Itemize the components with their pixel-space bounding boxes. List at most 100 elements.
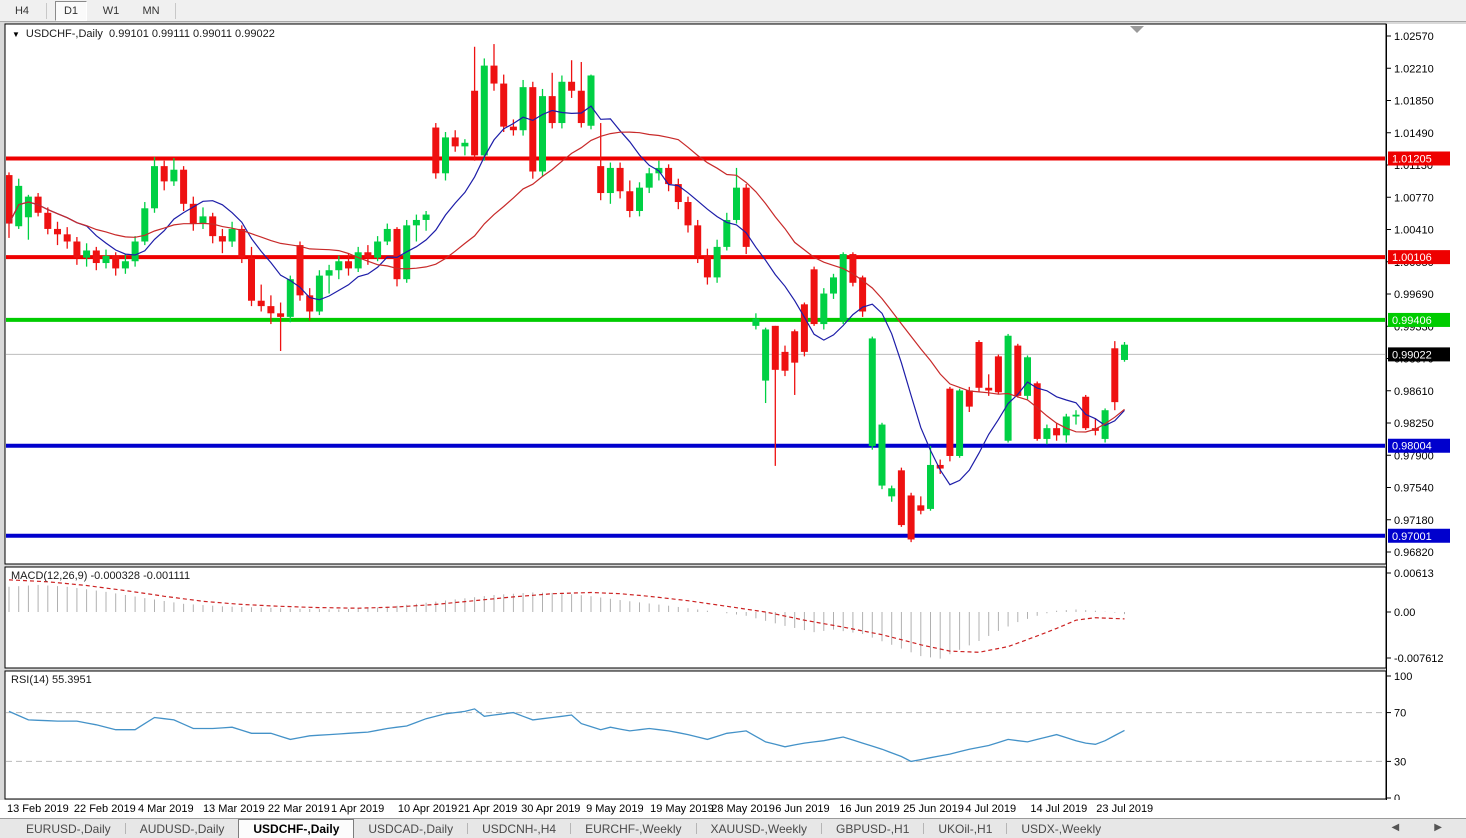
symbol-tab-usdchf-daily[interactable]: USDCHF-,Daily xyxy=(238,819,355,838)
rsi-tick-label: 0 xyxy=(1394,793,1400,805)
level-price-label-3: 0.98004 xyxy=(1392,441,1432,453)
macd-layer xyxy=(8,579,1125,659)
price-tick-label: 1.02570 xyxy=(1394,31,1434,43)
price-tick-label: 1.00410 xyxy=(1394,225,1434,237)
symbol-tab-eurusd-daily[interactable]: EURUSD-,Daily xyxy=(26,821,111,836)
candle-body xyxy=(1053,428,1061,436)
symbol-tab-usdcnh-h4[interactable]: USDCNH-,H4 xyxy=(482,821,557,836)
rsi-value: 55.3951 xyxy=(51,674,92,686)
rsi-panel[interactable] xyxy=(4,670,1387,800)
candle-body xyxy=(461,142,469,147)
candle-body xyxy=(994,356,1002,393)
candle-body xyxy=(374,241,382,258)
level-price-label-1: 1.00106 xyxy=(1392,252,1432,264)
date-axis-label: 21 Apr 2019 xyxy=(458,803,518,815)
candle-body xyxy=(1121,344,1128,360)
date-axis-label: 28 May 2019 xyxy=(711,803,775,815)
candle-body xyxy=(44,212,52,229)
chart-collapse-icon[interactable]: ▼ xyxy=(12,30,20,39)
candle-body xyxy=(626,191,634,211)
candle-body xyxy=(354,252,362,269)
candle-body xyxy=(684,202,692,226)
level-price-label-4: 0.97001 xyxy=(1392,531,1432,543)
tab-separator xyxy=(124,823,126,834)
candle-body xyxy=(1024,357,1031,396)
candle-body xyxy=(180,169,188,204)
candle-body xyxy=(762,329,770,381)
main-panel[interactable] xyxy=(4,23,1387,565)
candle-body xyxy=(587,75,595,126)
chart-title[interactable]: ▼ USDCHF-,Daily 0.99101 0.99111 0.99011 0… xyxy=(12,28,275,40)
tab-separator xyxy=(1006,823,1008,834)
timeframe-button-mn[interactable]: MN xyxy=(135,1,167,21)
candle-body xyxy=(24,196,32,218)
symbol-tab-xauusd-weekly[interactable]: XAUUSD-,Weekly xyxy=(710,821,808,836)
macd-values: -0.000328 -0.001111 xyxy=(90,570,191,582)
candle-body xyxy=(752,318,760,326)
candle-body xyxy=(286,279,294,317)
candle-body xyxy=(422,214,430,220)
candle-body xyxy=(509,126,517,131)
candle-body xyxy=(713,246,721,278)
candle-body xyxy=(703,255,711,278)
tab-scroll-arrows[interactable]: ◀ ▶ xyxy=(1391,822,1458,833)
date-axis-label: 19 May 2019 xyxy=(650,803,714,815)
candle-body xyxy=(927,464,934,509)
candle-body xyxy=(364,252,372,258)
symbol-tab-audusd-daily[interactable]: AUDUSD-,Daily xyxy=(139,821,225,836)
level-price-label-2: 0.99406 xyxy=(1392,315,1432,327)
timeframe-label: MN xyxy=(142,4,160,17)
symbol-tab-usdcad-daily[interactable]: USDCAD-,Daily xyxy=(368,821,454,836)
candle-body xyxy=(800,304,808,352)
symbol-tab-eurchf-weekly[interactable]: EURCHF-,Weekly xyxy=(585,821,682,836)
candle-body xyxy=(1072,414,1080,417)
date-axis[interactable]: 13 Feb 2019 22 Feb 2019 4 Mar 2019 13 Mar 2… xyxy=(0,800,1466,818)
tab-separator xyxy=(695,823,697,834)
candle-body xyxy=(500,83,508,127)
candle-body xyxy=(102,255,110,264)
tab-separator xyxy=(570,823,572,834)
candle-body xyxy=(1082,396,1090,429)
date-axis-label: 23 Jul 2019 xyxy=(1096,803,1154,815)
candle-body xyxy=(160,166,168,182)
candle-body xyxy=(723,219,731,247)
macd-name: MACD(12,26,9) xyxy=(11,570,88,582)
price-tick-label: 0.96820 xyxy=(1394,547,1434,559)
price-axis-background xyxy=(1387,24,1466,800)
symbol-tab-ukoil-h1[interactable]: UKOil-,H1 xyxy=(938,821,993,836)
chart-ohlc-text: 0.99101 0.99111 0.99011 0.99022 xyxy=(109,28,275,40)
timeframe-button-w1[interactable]: W1 xyxy=(95,1,127,21)
candle-body xyxy=(830,277,837,294)
rsi-name: RSI(14) xyxy=(11,674,49,686)
candle-body xyxy=(781,351,789,371)
candle-body xyxy=(771,325,779,370)
chart-shift-marker[interactable] xyxy=(1130,26,1144,33)
timeframe-button-h4[interactable]: H4 xyxy=(6,1,38,21)
candle-body xyxy=(490,65,498,84)
candle-body xyxy=(1033,383,1041,439)
date-axis-label: 10 Apr 2019 xyxy=(397,803,458,815)
candle-body xyxy=(432,127,440,174)
date-axis-label: 6 Jun 2019 xyxy=(775,803,830,815)
candle-body xyxy=(965,390,973,407)
candle-body xyxy=(645,173,653,188)
candle-body xyxy=(267,306,275,314)
candle-body xyxy=(1111,348,1119,403)
candle-body xyxy=(257,300,265,307)
candle-body xyxy=(859,277,867,312)
date-axis-label: 14 Jul 2019 xyxy=(1030,803,1088,815)
toolbar-separator xyxy=(175,2,176,19)
price-tick-label: 1.01850 xyxy=(1394,96,1434,108)
candle-body xyxy=(151,166,158,209)
macd-indicator-label: MACD(12,26,9) -0.000328 -0.001111 xyxy=(11,570,190,582)
timeframe-button-d1[interactable]: D1 xyxy=(55,0,87,21)
rsi-tick-label: 30 xyxy=(1394,756,1406,768)
candle-body xyxy=(1101,410,1109,439)
candle-body xyxy=(539,96,546,172)
price-tick-label: 1.02210 xyxy=(1394,63,1434,75)
macd-panel[interactable] xyxy=(4,566,1387,669)
timeframe-toolbar: H4 D1 W1 MN xyxy=(0,0,1466,22)
symbol-tab-gbpusd-h1[interactable]: GBPUSD-,H1 xyxy=(836,821,910,836)
symbol-tab-usdx-weekly[interactable]: USDX-,Weekly xyxy=(1021,821,1102,836)
